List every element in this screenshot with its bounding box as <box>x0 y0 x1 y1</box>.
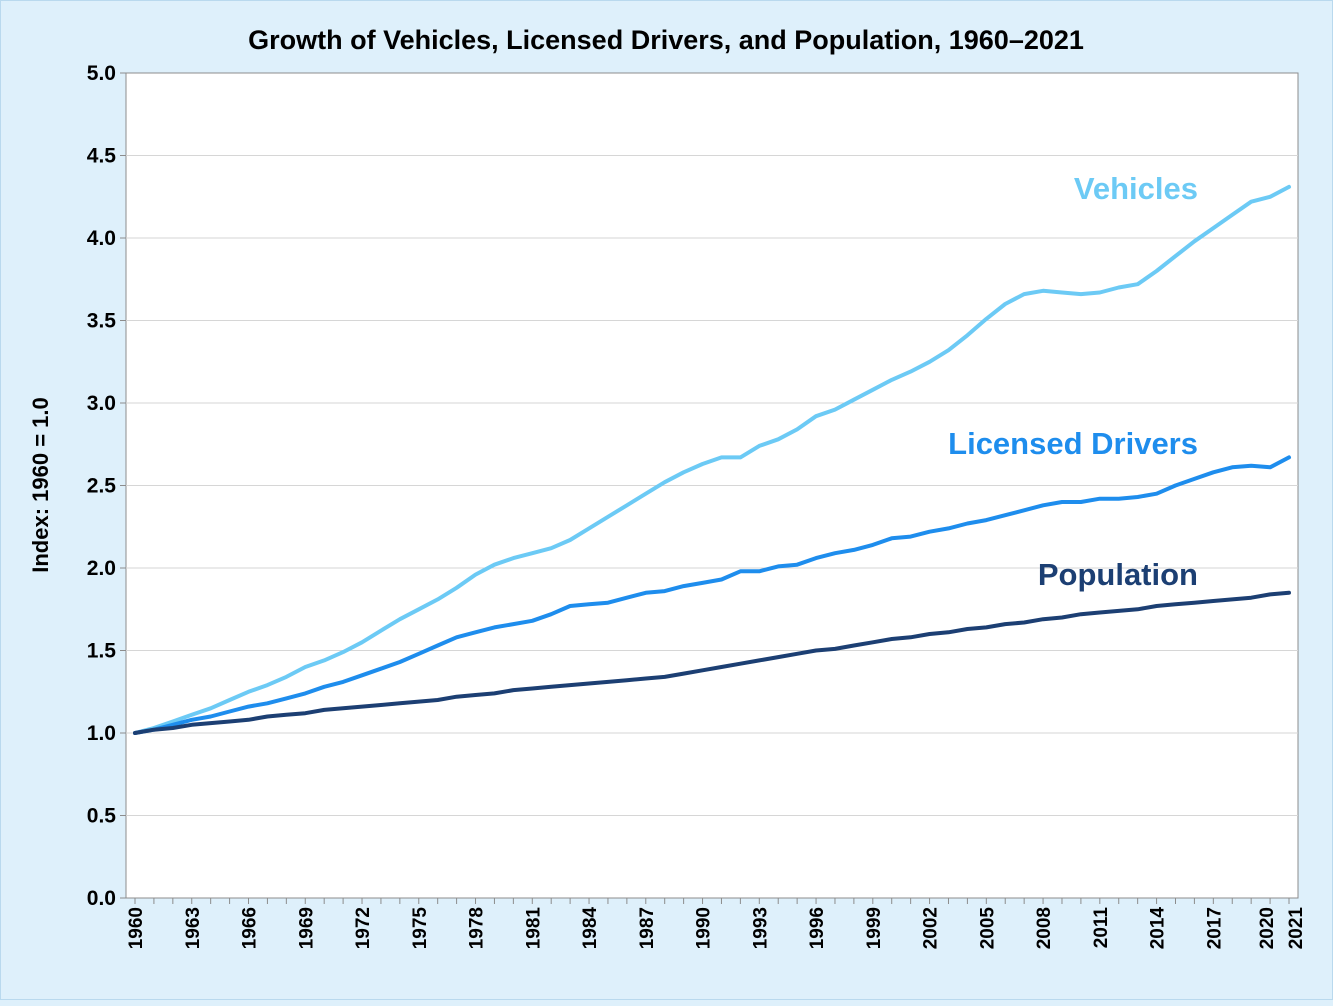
series-lines <box>133 184 1291 735</box>
vehicles-label: Vehicles <box>1074 171 1198 206</box>
x-tick-label: 2014 <box>1148 907 1169 950</box>
x-tick-label: 1996 <box>807 907 828 949</box>
x-tick-label: 1981 <box>523 907 544 950</box>
y-tick-label: 0.0 <box>87 887 116 910</box>
y-tick-label: 3.5 <box>87 310 117 333</box>
y-tick-label: 0.5 <box>87 805 117 828</box>
y-tick-label: 4.5 <box>87 145 117 168</box>
y-tick-label: 2.0 <box>87 557 116 580</box>
x-tick-label: 2020 <box>1257 907 1278 949</box>
x-tick-label: 1987 <box>637 907 658 949</box>
x-tick-label: 2008 <box>1034 907 1055 949</box>
y-tick-label: 1.5 <box>87 640 117 663</box>
grid-lines <box>126 155 1298 816</box>
chart-title: Growth of Vehicles, Licensed Drivers, an… <box>248 25 1084 55</box>
x-tick-label: 2021 <box>1286 907 1307 950</box>
x-tick-label: 1966 <box>240 907 261 949</box>
y-tick-label: 2.5 <box>87 475 117 498</box>
x-tick-label: 1960 <box>126 907 147 949</box>
x-tick-label: 2011 <box>1091 907 1112 949</box>
x-tick-label: 2005 <box>977 907 998 950</box>
y-tick-label: 3.0 <box>87 392 116 415</box>
x-tick-label: 2002 <box>921 907 942 949</box>
x-tick-label: 1975 <box>410 907 431 950</box>
population-label: Population <box>1038 557 1198 592</box>
licensed-drivers-label: Licensed Drivers <box>948 426 1198 461</box>
x-tick-label: 1978 <box>467 907 488 949</box>
x-tick-label: 1972 <box>353 907 374 949</box>
x-tick-label: 1984 <box>580 907 601 950</box>
x-tick-label: 1963 <box>183 907 204 949</box>
x-tick-label: 2017 <box>1204 907 1225 949</box>
series-line-vehicles <box>133 184 1291 735</box>
series-line-licensed-drivers <box>133 455 1291 735</box>
y-tick-label: 5.0 <box>87 62 116 85</box>
x-tick-label: 1990 <box>694 907 715 949</box>
x-tick-label: 1999 <box>864 907 885 949</box>
x-axis: 1960 1963 1966 1969 1972 1975 1978 1981 1984 1987… <box>126 898 1307 949</box>
y-axis-label: Index: 1960 = 1.0 <box>28 397 53 573</box>
y-tick-label: 4.0 <box>87 227 116 250</box>
y-axis: 0.0 0.5 1.0 1.5 2.0 2.5 3.0 3.5 4.0 4.5 5.0 <box>87 62 126 910</box>
x-tick-label: 1969 <box>296 907 317 949</box>
series-line-population <box>133 590 1291 735</box>
x-tick-label: 1993 <box>750 907 771 949</box>
y-tick-label: 1.0 <box>87 722 116 745</box>
